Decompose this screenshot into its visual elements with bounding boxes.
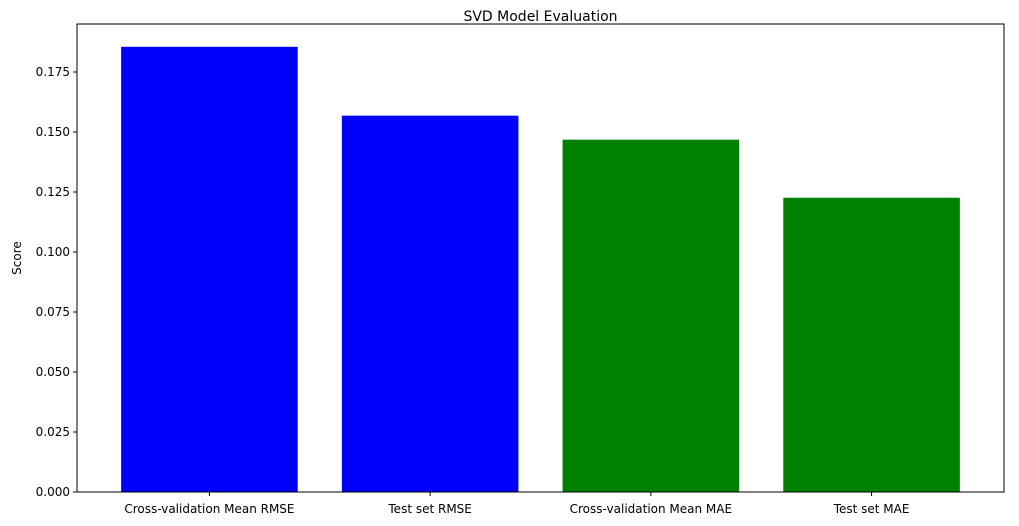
x-tick-label: Test set MAE [833,502,910,516]
y-axis-ticks: 0.000 0.025 0.050 0.075 0.100 0.125 0.150 0.175 [36,65,77,499]
y-axis-label: Score [10,241,24,275]
bars-group [121,46,960,493]
bar-2 [341,115,519,493]
bar-4 [783,197,960,492]
bar-3 [562,139,740,492]
x-tick-label: Test set RMSE [387,502,472,516]
y-tick-label: 0.025 [36,425,70,439]
x-axis-ticks: Cross-validation Mean RMSE Test set RMSE C… [124,492,909,516]
plot-area-frame [76,23,1005,493]
y-tick-label: 0.175 [36,65,70,79]
y-tick-label: 0.000 [36,485,70,499]
y-tick-label: 0.125 [36,185,70,199]
chart-title: SVD Model Evaluation [463,9,617,25]
y-tick-label: 0.050 [36,365,70,379]
x-tick-label: Cross-validation Mean RMSE [124,502,294,516]
y-tick-label: 0.100 [36,245,70,259]
y-tick-label: 0.150 [36,125,70,139]
y-tick-label: 0.075 [36,305,70,319]
x-tick-label: Cross-validation Mean MAE [570,502,732,516]
bar-1 [121,46,298,493]
